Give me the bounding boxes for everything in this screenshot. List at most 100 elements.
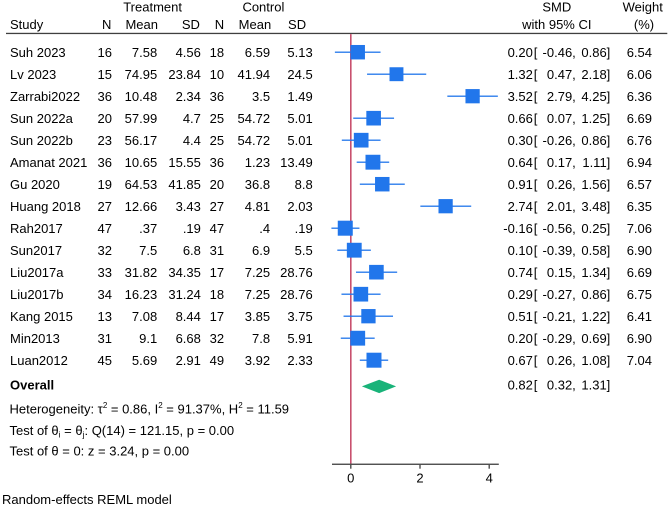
svg-text:6.90: 6.90	[627, 331, 652, 346]
svg-text:5.13: 5.13	[287, 45, 312, 60]
svg-text:23: 23	[98, 133, 112, 148]
svg-text:[: [	[534, 353, 538, 368]
svg-text:13.49: 13.49	[280, 155, 313, 170]
svg-text:24.5: 24.5	[287, 67, 312, 82]
svg-text:Test of θi = θj: Q(14) = 121.1: Test of θi = θj: Q(14) = 121.15, p = 0.0…	[10, 423, 235, 440]
svg-text:10.48: 10.48	[125, 89, 158, 104]
svg-text:28.76: 28.76	[280, 265, 313, 280]
svg-text:12.66: 12.66	[125, 199, 158, 214]
svg-text:2.33: 2.33	[287, 353, 312, 368]
svg-text:7.04: 7.04	[627, 353, 652, 368]
svg-text:0.47,: 0.47,	[547, 67, 576, 82]
svg-text:1.08]: 1.08]	[581, 353, 610, 368]
svg-text:1.31]: 1.31]	[581, 378, 610, 393]
svg-text:Liu2017a: Liu2017a	[10, 265, 64, 280]
svg-text:31.24: 31.24	[168, 287, 201, 302]
svg-text:Min2013: Min2013	[10, 331, 60, 346]
svg-text:0.20: 0.20	[508, 331, 533, 346]
svg-text:-0.29,: -0.29,	[543, 331, 576, 346]
svg-text:31.82: 31.82	[125, 265, 158, 280]
svg-text:36: 36	[210, 155, 224, 170]
svg-text:34.35: 34.35	[168, 265, 201, 280]
svg-text:4.25]: 4.25]	[581, 89, 610, 104]
svg-text:13: 13	[98, 309, 112, 324]
svg-text:34: 34	[98, 287, 112, 302]
svg-text:.19: .19	[295, 221, 313, 236]
svg-text:Heterogeneity: τ2 = 0.86, I2 =: Heterogeneity: τ2 = 0.86, I2 = 91.37%, H…	[10, 401, 290, 416]
svg-text:7.25: 7.25	[245, 287, 270, 302]
svg-text:3.85: 3.85	[245, 309, 270, 324]
svg-text:10.65: 10.65	[125, 155, 158, 170]
svg-text:Suh 2023: Suh 2023	[10, 45, 66, 60]
svg-text:6.06: 6.06	[627, 67, 652, 82]
svg-text:7.58: 7.58	[132, 45, 157, 60]
svg-text:6.9: 6.9	[252, 243, 270, 258]
svg-text:31: 31	[210, 243, 224, 258]
svg-text:[: [	[534, 331, 538, 346]
svg-text:5.01: 5.01	[287, 111, 312, 126]
svg-text:-0.27,: -0.27,	[543, 287, 576, 302]
svg-text:6.36: 6.36	[627, 89, 652, 104]
svg-text:Control: Control	[242, 0, 284, 14]
svg-text:0.58]: 0.58]	[581, 243, 610, 258]
svg-text:7.8: 7.8	[252, 331, 270, 346]
svg-text:49: 49	[210, 353, 224, 368]
svg-text:0.86]: 0.86]	[581, 45, 610, 60]
svg-text:-0.46,: -0.46,	[543, 45, 576, 60]
svg-text:Amanat 2021: Amanat 2021	[10, 155, 87, 170]
svg-text:0.91: 0.91	[508, 177, 533, 192]
svg-text:1.49: 1.49	[287, 89, 312, 104]
svg-text:[: [	[534, 45, 538, 60]
svg-text:2.74: 2.74	[508, 199, 533, 214]
svg-text:23.84: 23.84	[168, 67, 201, 82]
svg-text:36: 36	[98, 89, 112, 104]
svg-text:16: 16	[98, 45, 112, 60]
svg-text:6.68: 6.68	[176, 331, 201, 346]
svg-text:41.85: 41.85	[168, 177, 201, 192]
svg-text:-0.26,: -0.26,	[543, 133, 576, 148]
svg-text:54.72: 54.72	[238, 133, 271, 148]
svg-text:6.54: 6.54	[627, 45, 652, 60]
svg-text:0.32,: 0.32,	[547, 378, 576, 393]
svg-text:18: 18	[210, 45, 224, 60]
svg-text:17: 17	[210, 309, 224, 324]
svg-text:7.25: 7.25	[245, 265, 270, 280]
svg-text:9.1: 9.1	[139, 331, 157, 346]
svg-text:Test of θ = 0: z = 3.24, p = 0: Test of θ = 0: z = 3.24, p = 0.00	[10, 444, 190, 459]
svg-text:5.69: 5.69	[132, 353, 157, 368]
svg-text:6.8: 6.8	[183, 243, 201, 258]
svg-text:2.01,: 2.01,	[547, 199, 576, 214]
svg-text:Sun 2022a: Sun 2022a	[10, 111, 74, 126]
svg-text:0.30: 0.30	[508, 133, 533, 148]
svg-text:3.75: 3.75	[287, 309, 312, 324]
svg-text:Huang 2018: Huang 2018	[10, 199, 81, 214]
svg-text:4.81: 4.81	[245, 199, 270, 214]
svg-text:2.79,: 2.79,	[547, 89, 576, 104]
svg-text:31: 31	[98, 331, 112, 346]
svg-text:0.74: 0.74	[508, 265, 533, 280]
svg-text:Kang 2015: Kang 2015	[10, 309, 73, 324]
svg-text:4.7: 4.7	[183, 111, 201, 126]
svg-text:Overall: Overall	[10, 378, 54, 393]
svg-text:0.82: 0.82	[508, 378, 533, 393]
svg-text:20: 20	[98, 111, 112, 126]
svg-text:8.8: 8.8	[295, 177, 313, 192]
svg-text:5.5: 5.5	[295, 243, 313, 258]
svg-text:27: 27	[98, 199, 112, 214]
svg-text:64.53: 64.53	[125, 177, 158, 192]
svg-text:[: [	[534, 265, 538, 280]
svg-text:5.91: 5.91	[287, 331, 312, 346]
svg-text:6.59: 6.59	[245, 45, 270, 60]
svg-text:56.17: 56.17	[125, 133, 158, 148]
svg-text:0.29: 0.29	[508, 287, 533, 302]
svg-text:-0.39,: -0.39,	[543, 243, 576, 258]
svg-text:15.55: 15.55	[168, 155, 201, 170]
svg-text:Treatment: Treatment	[123, 0, 182, 14]
svg-text:15: 15	[98, 67, 112, 82]
svg-text:[: [	[534, 67, 538, 82]
svg-text:SD: SD	[182, 17, 200, 32]
svg-text:6.69: 6.69	[627, 111, 652, 126]
svg-text:2.18]: 2.18]	[581, 67, 610, 82]
svg-text:6.57: 6.57	[627, 177, 652, 192]
svg-text:Rah2017: Rah2017	[10, 221, 63, 236]
